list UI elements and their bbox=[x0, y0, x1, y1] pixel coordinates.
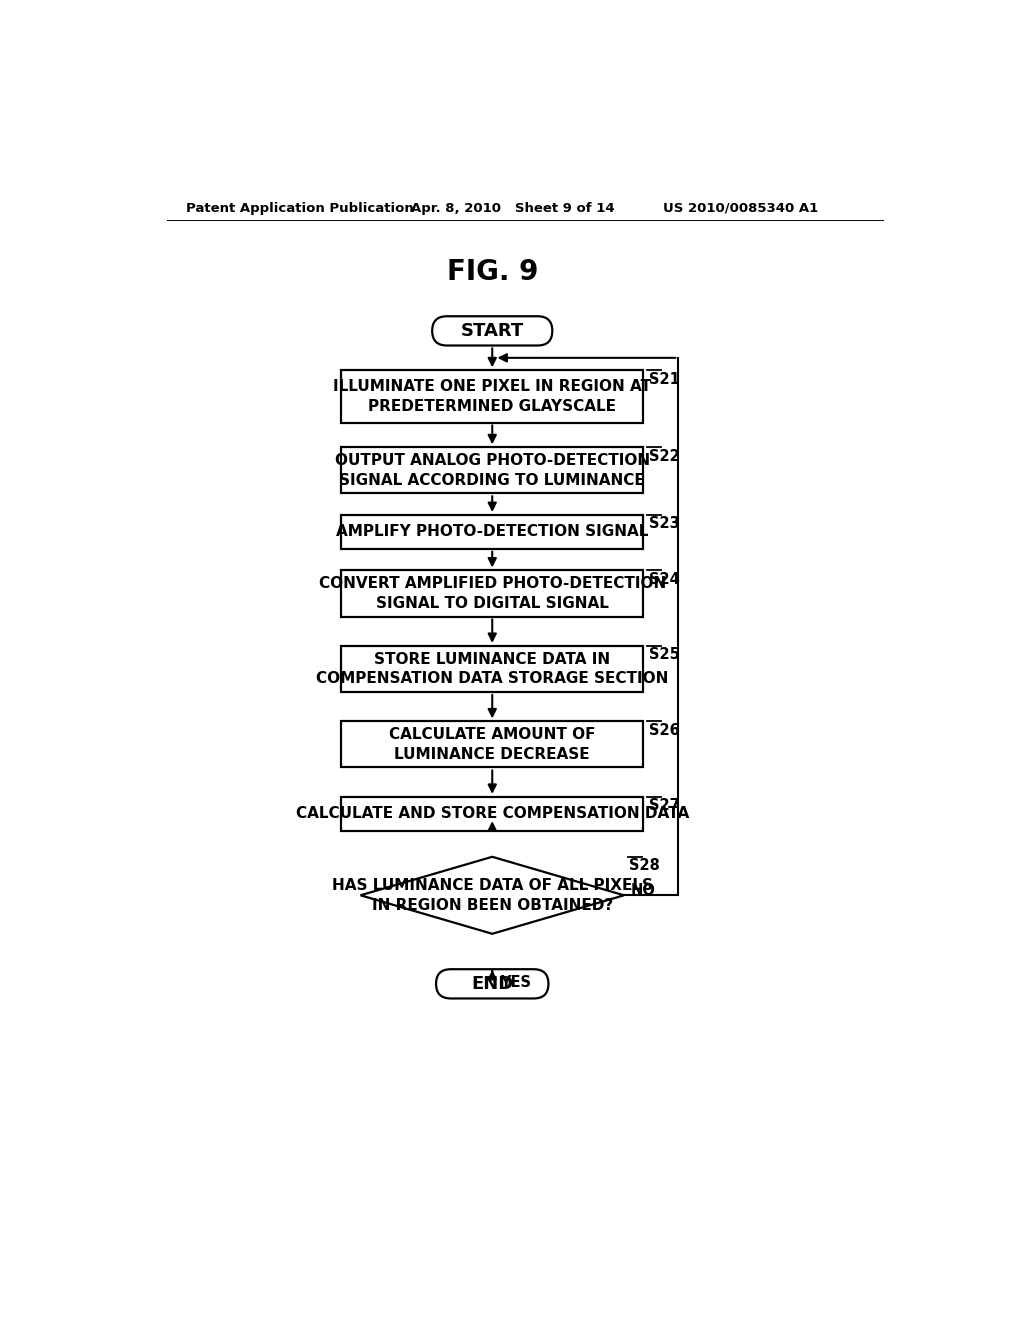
Text: START: START bbox=[461, 322, 524, 339]
Text: US 2010/0085340 A1: US 2010/0085340 A1 bbox=[663, 202, 818, 215]
Bar bbox=[341, 645, 643, 692]
Text: AMPLIFY PHOTO-DETECTION SIGNAL: AMPLIFY PHOTO-DETECTION SIGNAL bbox=[336, 524, 648, 540]
Text: S25: S25 bbox=[649, 647, 680, 663]
Text: S23: S23 bbox=[649, 516, 680, 532]
Bar bbox=[341, 797, 643, 830]
FancyBboxPatch shape bbox=[436, 969, 549, 998]
FancyBboxPatch shape bbox=[432, 317, 552, 346]
Text: S22: S22 bbox=[649, 449, 680, 463]
Text: CALCULATE AND STORE COMPENSATION DATA: CALCULATE AND STORE COMPENSATION DATA bbox=[296, 807, 689, 821]
Text: FIG. 9: FIG. 9 bbox=[446, 259, 538, 286]
Bar bbox=[341, 515, 643, 549]
Text: STORE LUMINANCE DATA IN
COMPENSATION DATA STORAGE SECTION: STORE LUMINANCE DATA IN COMPENSATION DAT… bbox=[316, 652, 669, 686]
Text: S24: S24 bbox=[649, 572, 680, 587]
Text: S27: S27 bbox=[649, 799, 680, 813]
Text: OUTPUT ANALOG PHOTO-DETECTION
SIGNAL ACCORDING TO LUMINANCE: OUTPUT ANALOG PHOTO-DETECTION SIGNAL ACC… bbox=[335, 453, 650, 487]
Text: S21: S21 bbox=[649, 372, 680, 387]
Text: Apr. 8, 2010   Sheet 9 of 14: Apr. 8, 2010 Sheet 9 of 14 bbox=[411, 202, 614, 215]
Text: CALCULATE AMOUNT OF
LUMINANCE DECREASE: CALCULATE AMOUNT OF LUMINANCE DECREASE bbox=[389, 727, 596, 762]
Text: CONVERT AMPLIFIED PHOTO-DETECTION
SIGNAL TO DIGITAL SIGNAL: CONVERT AMPLIFIED PHOTO-DETECTION SIGNAL… bbox=[318, 576, 666, 611]
Bar bbox=[341, 570, 643, 616]
Text: NO: NO bbox=[630, 883, 655, 898]
Text: ILLUMINATE ONE PIXEL IN REGION AT
PREDETERMINED GLAYSCALE: ILLUMINATE ONE PIXEL IN REGION AT PREDET… bbox=[333, 379, 651, 413]
Text: Patent Application Publication: Patent Application Publication bbox=[186, 202, 414, 215]
Bar bbox=[341, 721, 643, 767]
Text: YES: YES bbox=[500, 975, 531, 990]
Text: S28: S28 bbox=[630, 858, 660, 874]
Text: END: END bbox=[471, 975, 513, 993]
Text: S26: S26 bbox=[649, 723, 680, 738]
Bar bbox=[341, 370, 643, 422]
Bar bbox=[341, 447, 643, 494]
Polygon shape bbox=[360, 857, 624, 933]
Text: HAS LUMINANCE DATA OF ALL PIXELS
IN REGION BEEN OBTAINED?: HAS LUMINANCE DATA OF ALL PIXELS IN REGI… bbox=[332, 878, 652, 912]
